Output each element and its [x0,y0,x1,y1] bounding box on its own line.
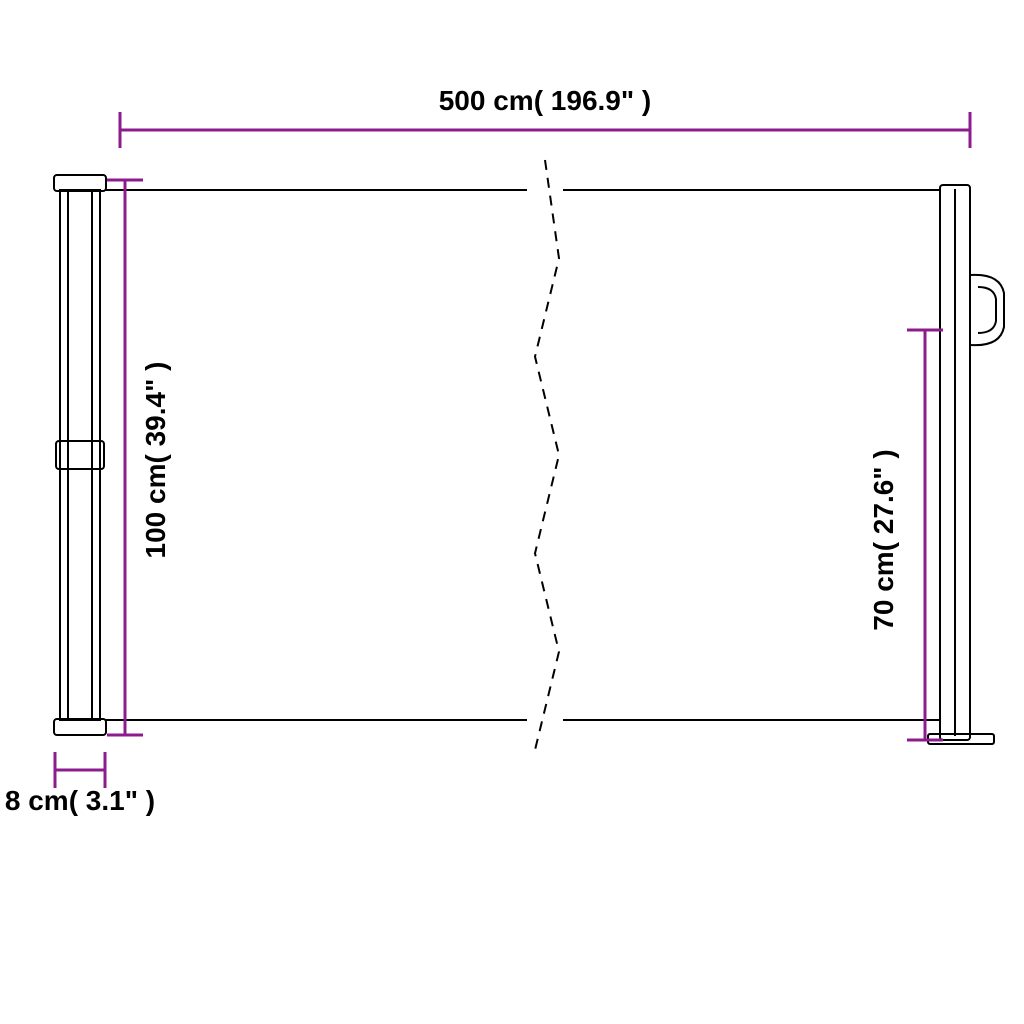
left-post-cap-top [54,175,106,191]
dimensions.depth.label: 8 cm( 3.1" ) [5,785,155,816]
dimensions.handle.label: 70 cm( 27.6" ) [868,449,899,630]
dimensions.width.label: 500 cm( 196.9" ) [439,85,652,116]
left-post-cap-bottom [54,719,106,735]
left-post-body [60,190,100,720]
break-line [535,160,559,750]
left-post-clamp [56,441,104,469]
handle-inner [978,287,996,333]
handle-outer [970,275,1004,345]
dimensions.height.label: 100 cm( 39.4" ) [140,362,171,559]
